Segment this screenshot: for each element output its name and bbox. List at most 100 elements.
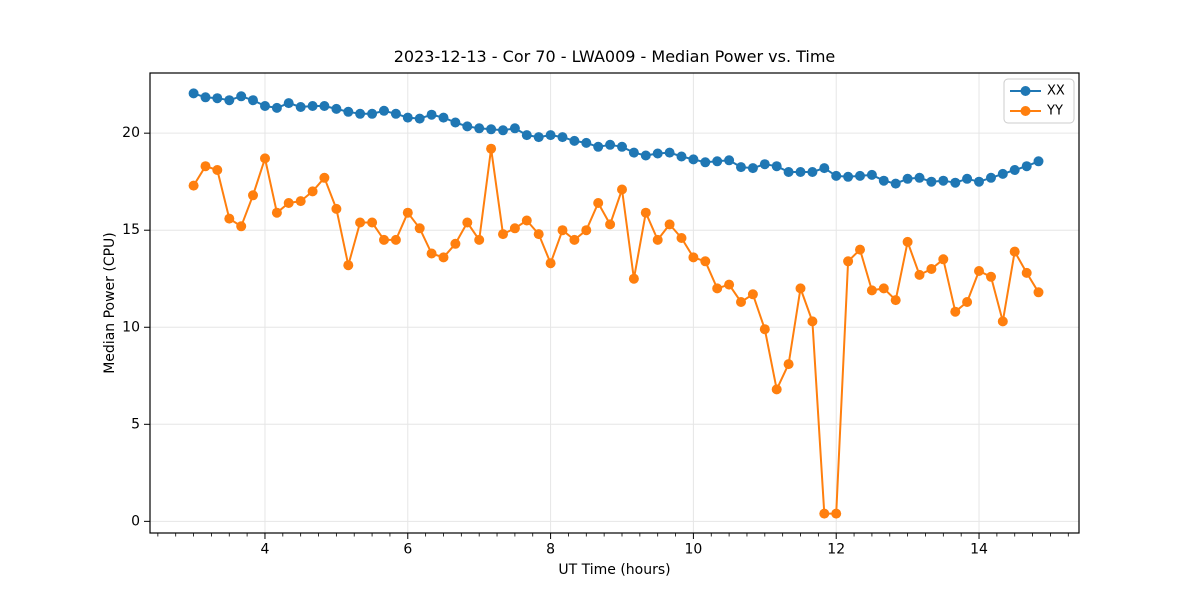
- series-XX-point: [962, 173, 973, 184]
- series-XX-point: [260, 101, 270, 111]
- series-XX-point: [1033, 156, 1044, 167]
- series-YY-point: [926, 264, 937, 274]
- series-YY-point: [640, 207, 651, 218]
- series-YY-point: [676, 233, 687, 243]
- series-YY-point: [843, 256, 854, 267]
- series-YY-point: [486, 143, 497, 154]
- series-XX-point: [581, 137, 592, 148]
- series-XX-point: [617, 141, 627, 152]
- series-XX-point: [295, 102, 306, 112]
- series-YY-point: [628, 273, 639, 284]
- series-YY-point: [438, 252, 449, 263]
- series-YY-point: [402, 207, 413, 218]
- legend-label-XX: XX: [1047, 84, 1065, 99]
- series-YY-point: [938, 254, 949, 265]
- series-XX-point: [367, 108, 378, 119]
- series-YY-point: [224, 213, 235, 224]
- y-tick-label: 0: [131, 513, 140, 529]
- series-XX-point: [926, 176, 937, 187]
- series-YY-point: [962, 297, 973, 307]
- series-XX-point: [1021, 161, 1032, 172]
- series-YY-point: [474, 234, 485, 245]
- series-YY-point: [1021, 267, 1032, 278]
- series-XX-point: [593, 141, 604, 152]
- series-YY-point: [283, 198, 294, 208]
- series-XX-point: [533, 132, 544, 143]
- series-YY-point: [866, 285, 877, 296]
- series-YY-point: [200, 161, 211, 172]
- series-XX-point: [521, 130, 532, 141]
- y-tick-label: 5: [131, 416, 140, 432]
- series-YY-point: [533, 229, 544, 240]
- series-XX-point: [307, 101, 318, 111]
- x-tick-label: 4: [261, 542, 270, 558]
- series-XX-point: [890, 178, 901, 189]
- series-XX-point: [414, 113, 425, 124]
- series-XX-point: [236, 91, 247, 102]
- series-XX-point: [283, 98, 294, 109]
- series-XX-point: [509, 123, 520, 134]
- series-XX-point: [759, 159, 770, 170]
- series-YY-point: [509, 223, 520, 234]
- series-XX-point: [807, 167, 818, 177]
- series-YY-point: [1033, 287, 1044, 298]
- series-YY-point: [426, 248, 437, 259]
- series-XX-point: [676, 151, 687, 162]
- series-XX-point: [450, 117, 461, 128]
- series-YY-point: [736, 297, 746, 307]
- series-YY-point: [855, 244, 865, 255]
- series-XX-point: [605, 139, 616, 150]
- series-XX-point: [188, 88, 199, 99]
- series-XX-point: [271, 102, 282, 113]
- x-tick-label: 12: [827, 542, 845, 558]
- series-YY-point: [617, 184, 627, 195]
- series-YY-point: [807, 316, 818, 327]
- x-axis-label: UT Time (hours): [558, 562, 671, 578]
- x-tick-label: 14: [970, 542, 988, 558]
- series-YY-point: [367, 217, 378, 228]
- series-YY-point: [557, 225, 568, 236]
- series-XX-point: [938, 175, 949, 186]
- series-YY-point: [819, 508, 830, 519]
- series-YY-point: [569, 234, 580, 245]
- series-YY-point: [390, 234, 401, 245]
- series-YY-point: [902, 236, 913, 247]
- series-YY-point: [890, 295, 901, 306]
- series-XX-point: [486, 124, 497, 135]
- series-XX-point: [557, 132, 568, 143]
- series-YY-point: [914, 269, 925, 280]
- series-XX-point: [747, 163, 758, 174]
- series-YY-point: [295, 196, 306, 207]
- series-YY-point: [664, 219, 675, 230]
- series-YY-point: [986, 271, 996, 282]
- series-XX-point: [664, 147, 675, 158]
- series-YY-point: [652, 234, 663, 245]
- series-XX-point: [212, 93, 223, 104]
- series-XX-point: [783, 167, 794, 177]
- y-tick-label: 15: [122, 222, 140, 238]
- series-XX-point: [426, 109, 437, 120]
- series-XX-point: [438, 112, 449, 123]
- series-YY-point: [712, 283, 723, 294]
- series-YY-point: [319, 172, 330, 183]
- series-YY-point: [355, 217, 366, 228]
- plot-border: [149, 72, 1080, 534]
- series-XX-point: [319, 101, 330, 111]
- series-YY-point: [878, 283, 889, 294]
- series-XX-point: [474, 123, 485, 134]
- legend-label-YY: YY: [1046, 104, 1063, 119]
- series-XX-point: [640, 150, 651, 161]
- series-YY-point: [462, 217, 473, 228]
- series-XX-point: [700, 157, 711, 168]
- series-YY-point: [795, 283, 806, 294]
- series-YY-point: [212, 165, 223, 175]
- series-XX-point: [248, 95, 258, 106]
- series-XX-point: [997, 168, 1008, 179]
- series-XX-point: [224, 95, 235, 106]
- series-XX-point: [402, 112, 413, 123]
- series-YY-point: [831, 508, 842, 519]
- series-XX-point: [843, 171, 854, 182]
- series-XX-point: [569, 135, 580, 146]
